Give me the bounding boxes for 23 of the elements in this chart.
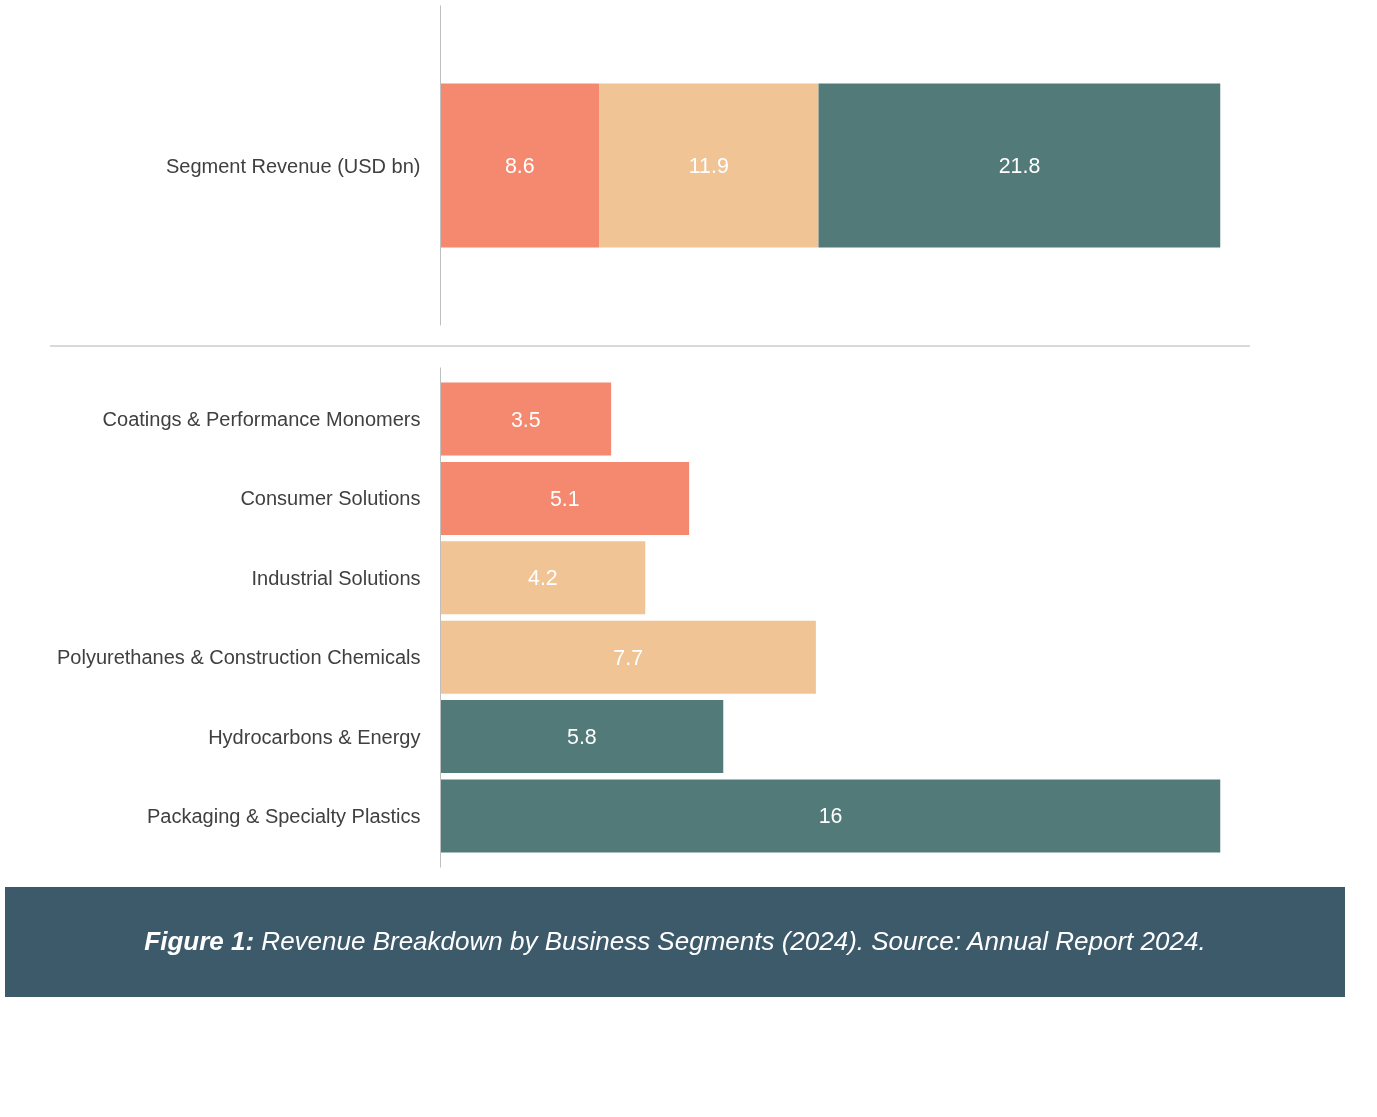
bar (440, 382, 612, 456)
bar (440, 700, 724, 774)
data-label: 5.8 (567, 725, 597, 750)
bar (440, 461, 690, 535)
data-label: 21.8 (998, 154, 1041, 178)
y-tick-label: Packaging & Specialty Plastics (147, 804, 421, 827)
bar (440, 779, 1221, 853)
y-tick-label: Consumer Solutions (240, 487, 421, 510)
data-label: 11.9 (688, 154, 729, 178)
y-tick-label: Segment Revenue (USD bn) (165, 154, 421, 177)
data-label: 16 (818, 804, 843, 829)
y-tick-label: Coatings & Performance Monomers (102, 408, 421, 431)
y-tick-label: Hydrocarbons & Energy (208, 725, 421, 748)
y-tick-label: Polyurethanes & Construction Chemicals (56, 646, 421, 669)
data-label: 4.2 (528, 566, 558, 591)
data-label: 7.7 (613, 645, 644, 670)
bar (440, 541, 646, 615)
data-label: 8.6 (504, 154, 535, 178)
data-label: 3.5 (510, 407, 541, 432)
y-tick-label: Industrial Solutions (251, 566, 421, 589)
bar (440, 620, 816, 694)
caption: Figure 1: Revenue Breakdown by Business Segments (2024). Source: Annual Report 2024. (144, 925, 1206, 959)
data-label: 5.1 (549, 486, 580, 511)
